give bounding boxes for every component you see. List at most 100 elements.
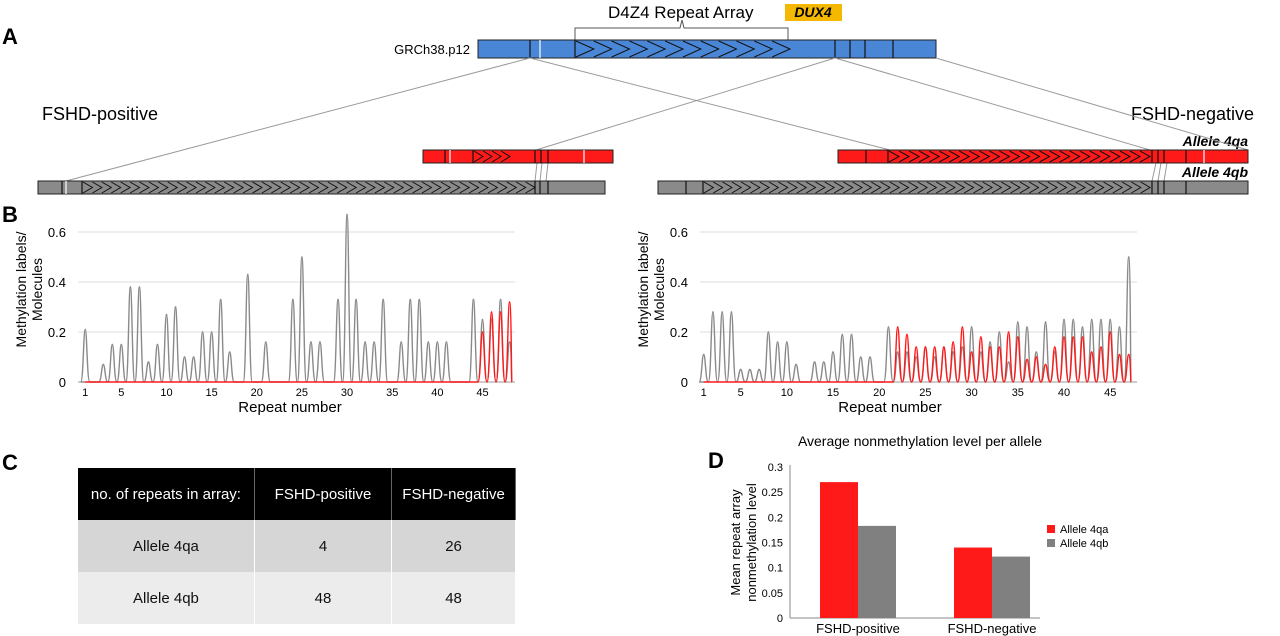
data-point (192, 356, 195, 358)
right-x-axis-label: Repeat number (838, 399, 941, 416)
data-point (906, 351, 908, 353)
left-y-ticks: 0 0.2 0.4 0.6 (48, 225, 66, 390)
data-point (102, 363, 105, 366)
allele-4qa-repeat-arrow (1069, 150, 1081, 163)
allele-4qb-repeat-arrow (1028, 181, 1040, 194)
allele-4qa-repeat-arrow (491, 150, 502, 163)
data-point (409, 298, 412, 301)
allele-4qb-repeat-arrow (346, 181, 358, 194)
x-tick-label: 35 (386, 387, 398, 399)
x-tick-label: 25 (919, 387, 931, 399)
allele-4qb-repeat-arrow (261, 181, 273, 194)
data-point (832, 351, 834, 353)
table-header-cell: FSHD-positive (254, 468, 393, 520)
data-point (481, 318, 484, 321)
data-point (1063, 336, 1065, 338)
allele-4qa-repeat-arrow (1099, 150, 1111, 163)
reference-repeat-arrow (611, 40, 631, 58)
data-point (1109, 331, 1112, 333)
x-tick-label: FSHD-positive (816, 621, 900, 636)
data-point (472, 298, 475, 301)
series-line (85, 301, 513, 383)
x-tick-label: 30 (965, 387, 977, 399)
allele-4qa-repeat-arrow (473, 150, 484, 163)
table-cell: 48 (391, 572, 516, 624)
data-point (1007, 361, 1010, 363)
data-point (1017, 336, 1019, 338)
data-point (1090, 318, 1093, 321)
allele-4qa-repeat-arrow (918, 150, 931, 163)
reference-repeat-arrow (771, 40, 792, 58)
data-point (310, 341, 312, 343)
data-point (210, 331, 213, 333)
dux4-badge-label: DUX4 (794, 4, 832, 20)
allele-4qa-repeat-arrow (1049, 150, 1061, 163)
data-point (1100, 346, 1102, 348)
allele-4qb-repeat-arrow (908, 181, 919, 194)
right-x-ticks: 1 5 10 15 20 25 30 35 40 45 (701, 387, 1117, 399)
reference-repeat-arrow (754, 40, 774, 58)
data-point (1026, 326, 1028, 328)
allele-4qb-repeat-arrow (843, 181, 854, 194)
data-point (228, 351, 231, 353)
allele-4qb-repeat-arrow (525, 181, 536, 194)
data-point (813, 361, 816, 363)
panel-letter-b: B (2, 202, 18, 227)
allele-4qb-repeat-arrow (703, 181, 715, 194)
fshd-negative-4qb-bar (657, 180, 1249, 195)
left-gridlines (78, 231, 515, 383)
allele-4qa-repeat-arrow (1089, 150, 1101, 163)
allele-4qb-repeat-arrow (421, 181, 433, 194)
x-tick-label: 40 (431, 387, 443, 399)
allele-4qa-repeat-arrow (1079, 150, 1091, 163)
legend-label: Allele 4qa (1060, 524, 1109, 536)
x-tick-label: 25 (296, 387, 308, 399)
allele-4qb-repeat-arrow (1066, 181, 1077, 194)
data-point (749, 368, 751, 371)
allele-4qb-repeat-arrow (1131, 181, 1142, 194)
allele-4qb-repeat-arrow (506, 181, 518, 194)
allele-4qb-repeat-arrow (1038, 181, 1049, 194)
allele-4qb-repeat-arrow (759, 181, 771, 194)
data-point (436, 341, 439, 343)
series-line (80, 213, 513, 383)
data-point (508, 301, 511, 303)
allele-4qb-repeat-arrow (1103, 181, 1114, 194)
allele-4qb-repeat-arrow (778, 181, 789, 194)
x-tick-label: 15 (206, 387, 218, 399)
allele-4qb-repeat-arrow (205, 181, 216, 194)
y-tick-label: 0.15 (762, 538, 783, 550)
table-cell: Allele 4qa (78, 520, 255, 572)
y-axis-label-line: Molecules (29, 258, 45, 321)
bar-y-axis-label-line2: nonmethylation level (744, 483, 759, 602)
reference-repeat-arrow (647, 40, 667, 58)
data-point (246, 273, 249, 276)
data-point (1026, 358, 1028, 361)
allele-4qb-repeat-arrow (176, 181, 188, 194)
y-axis-label-line: Methylation labels/ (13, 231, 29, 347)
x-tick-label: 45 (476, 387, 488, 399)
allele-4qb-repeat-arrow (101, 181, 113, 194)
data-point (499, 298, 502, 301)
y-tick-label: 0.2 (768, 512, 783, 524)
data-point (1035, 356, 1038, 358)
allele-4qa-repeat-arrow (500, 150, 511, 163)
allele-4qb-repeat-arrow (982, 181, 994, 194)
fshd-negative-4qa-bar (837, 149, 1249, 164)
data-point (138, 286, 141, 288)
allele-4qb-repeat-arrow (917, 181, 928, 194)
allele-4qa-repeat-arrow (1059, 150, 1071, 163)
data-point (980, 351, 982, 353)
data-point (1072, 336, 1075, 338)
allele-4qb-repeat-arrow (384, 181, 395, 194)
allele-4qb-repeat-arrow (186, 181, 197, 194)
bar (858, 525, 896, 618)
allele-4qb-repeat-arrow (129, 181, 141, 194)
data-point (961, 346, 964, 348)
series-line (703, 326, 1132, 383)
data-point (915, 356, 917, 358)
y-tick-label: 0.1 (768, 563, 783, 575)
data-point (702, 353, 705, 356)
data-point (174, 306, 177, 308)
